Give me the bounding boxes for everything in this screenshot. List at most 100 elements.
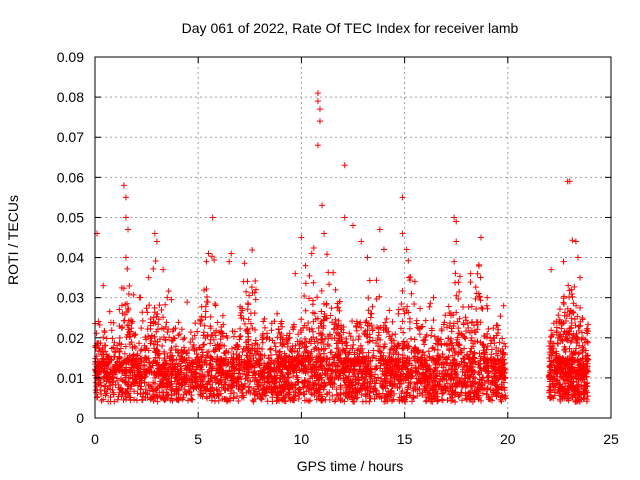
data-point <box>245 301 252 308</box>
data-point <box>302 344 309 351</box>
data-point <box>439 397 446 404</box>
data-point <box>124 265 131 272</box>
peak-point <box>209 214 216 221</box>
data-point <box>585 321 592 328</box>
data-point <box>248 284 255 291</box>
data-point <box>449 352 456 359</box>
data-point <box>249 246 256 253</box>
data-point <box>160 314 167 321</box>
data-point <box>175 319 182 326</box>
data-point <box>386 307 393 314</box>
data-point <box>548 327 555 334</box>
data-point <box>498 398 505 405</box>
data-point <box>156 355 163 362</box>
peak-point <box>298 234 305 241</box>
data-point <box>478 304 485 311</box>
y-tick-label: 0.08 <box>57 89 84 105</box>
data-point <box>476 293 483 300</box>
peak-point <box>411 278 418 285</box>
data-point <box>397 325 404 332</box>
data-point <box>546 355 553 362</box>
data-point <box>165 288 172 295</box>
data-point <box>300 391 307 398</box>
data-point <box>462 335 469 342</box>
data-point <box>356 333 363 340</box>
data-point <box>164 329 171 336</box>
data-point <box>575 323 582 330</box>
data-point <box>343 339 350 346</box>
data-point <box>317 336 324 343</box>
peak-point <box>484 294 491 301</box>
data-point <box>576 323 583 330</box>
peak-point <box>560 258 567 265</box>
data-point <box>139 317 146 324</box>
data-point <box>162 301 169 308</box>
data-point <box>431 333 438 340</box>
x-tick-label: 10 <box>294 431 310 447</box>
data-point <box>237 333 244 340</box>
data-point <box>555 312 562 319</box>
data-point <box>123 396 130 403</box>
data-point <box>103 335 110 342</box>
y-tick-label: 0.01 <box>57 370 84 386</box>
data-point <box>275 326 282 333</box>
data-point <box>336 307 343 314</box>
data-point <box>390 351 397 358</box>
y-tick-label: 0.05 <box>57 209 84 225</box>
peak-point <box>226 258 233 265</box>
data-point <box>416 331 423 338</box>
data-point <box>445 303 452 310</box>
data-point <box>405 257 412 264</box>
data-point <box>205 348 212 355</box>
data-point <box>571 283 578 290</box>
data-point <box>309 297 316 304</box>
data-point <box>108 345 115 352</box>
data-point <box>474 321 481 328</box>
data-point <box>389 318 396 325</box>
data-point <box>414 379 421 386</box>
data-point <box>381 341 388 348</box>
data-point <box>392 331 399 338</box>
data-point <box>131 343 138 350</box>
data-point <box>204 293 211 300</box>
data-point <box>307 397 314 404</box>
peak-point <box>548 266 555 273</box>
data-point <box>406 325 413 332</box>
data-point <box>468 345 475 352</box>
data-point <box>467 279 474 286</box>
data-point <box>252 277 259 284</box>
peak-point <box>350 222 356 229</box>
data-point <box>163 319 170 326</box>
y-axis-label: ROTI / TECUs <box>5 195 21 285</box>
data-point <box>120 397 127 404</box>
y-tick-label: 0.02 <box>57 330 84 346</box>
data-point <box>300 384 307 391</box>
peak-point <box>577 274 584 281</box>
data-point <box>569 237 576 244</box>
data-point <box>323 391 330 398</box>
data-point <box>484 305 491 312</box>
data-point <box>411 301 418 308</box>
data-point <box>567 339 574 346</box>
data-point <box>369 303 376 310</box>
data-point <box>125 290 132 297</box>
data-point <box>310 244 317 251</box>
data-point <box>456 288 463 295</box>
data-point <box>558 325 565 332</box>
data-point <box>473 290 480 297</box>
data-point <box>332 286 339 293</box>
data-point <box>274 334 281 341</box>
data-point <box>422 317 429 324</box>
chart-title: Day 061 of 2022, Rate Of TEC Index for r… <box>182 20 519 36</box>
data-point <box>122 343 129 350</box>
y-tick-label: 0.07 <box>57 129 84 145</box>
data-point <box>442 312 449 319</box>
data-point <box>413 317 420 324</box>
data-point <box>180 336 187 343</box>
data-point <box>93 330 100 337</box>
data-point <box>251 310 258 317</box>
data-point <box>268 327 275 334</box>
data-point <box>310 334 317 341</box>
peak-point <box>500 302 507 309</box>
